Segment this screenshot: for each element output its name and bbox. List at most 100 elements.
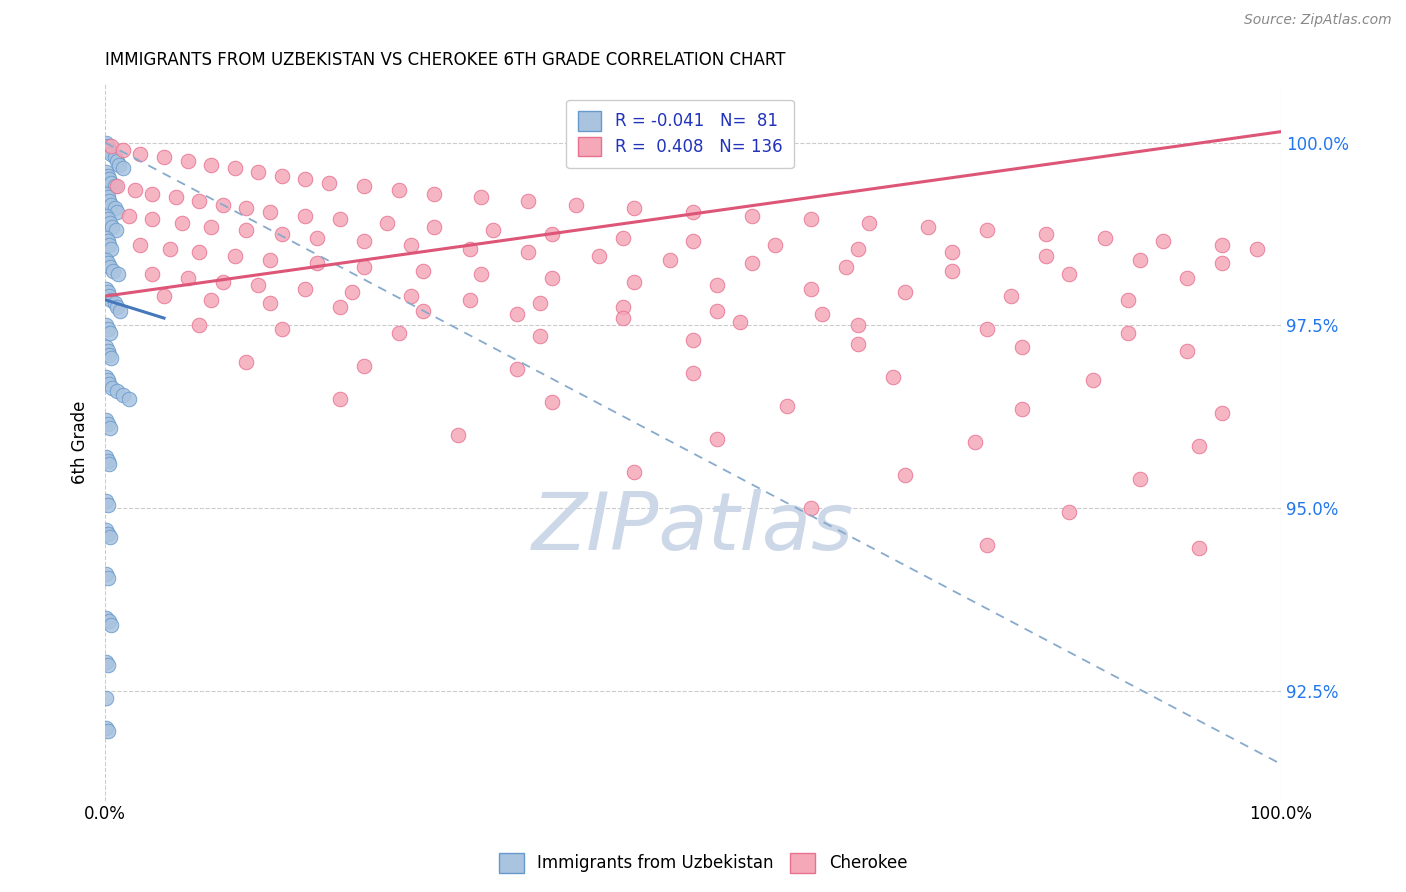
- Point: [612, 230, 634, 244]
- Point: [124, 183, 146, 197]
- Point: [118, 209, 141, 223]
- Point: [682, 235, 704, 249]
- Point: [188, 318, 211, 333]
- Point: [858, 216, 880, 230]
- Point: [118, 392, 141, 406]
- Point: [96, 136, 118, 150]
- Point: [97, 139, 120, 153]
- Point: [318, 176, 340, 190]
- Point: [541, 395, 564, 409]
- Point: [96, 721, 118, 735]
- Point: [706, 278, 728, 293]
- Point: [846, 242, 869, 256]
- Point: [682, 205, 704, 219]
- Point: [111, 388, 134, 402]
- Point: [235, 223, 257, 237]
- Point: [96, 611, 118, 625]
- Point: [623, 465, 645, 479]
- Point: [1188, 439, 1211, 453]
- Point: [658, 252, 681, 267]
- Point: [976, 538, 998, 552]
- Point: [141, 267, 163, 281]
- Point: [111, 161, 134, 176]
- Point: [96, 413, 118, 427]
- Point: [1081, 373, 1104, 387]
- Point: [96, 369, 118, 384]
- Point: [965, 435, 987, 450]
- Point: [1152, 235, 1174, 249]
- Point: [1188, 541, 1211, 556]
- Point: [97, 458, 120, 472]
- Point: [882, 369, 904, 384]
- Point: [1035, 227, 1057, 241]
- Point: [1175, 271, 1198, 285]
- Point: [588, 249, 610, 263]
- Point: [706, 432, 728, 446]
- Point: [129, 146, 152, 161]
- Point: [97, 289, 120, 303]
- Point: [1116, 293, 1139, 307]
- Point: [101, 380, 124, 394]
- Point: [270, 322, 292, 336]
- Y-axis label: 6th Grade: 6th Grade: [72, 401, 89, 484]
- Point: [541, 271, 564, 285]
- Point: [97, 373, 120, 387]
- Point: [612, 300, 634, 314]
- Legend: R = -0.041   N=  81, R =  0.408   N= 136: R = -0.041 N= 81, R = 0.408 N= 136: [567, 100, 794, 168]
- Point: [97, 615, 120, 629]
- Point: [800, 282, 823, 296]
- Point: [200, 157, 222, 171]
- Point: [96, 252, 118, 267]
- Point: [200, 293, 222, 307]
- Point: [294, 282, 316, 296]
- Point: [97, 194, 120, 208]
- Point: [100, 618, 122, 632]
- Text: Source: ZipAtlas.com: Source: ZipAtlas.com: [1244, 13, 1392, 28]
- Text: IMMIGRANTS FROM UZBEKISTAN VS CHEROKEE 6TH GRADE CORRELATION CHART: IMMIGRANTS FROM UZBEKISTAN VS CHEROKEE 6…: [105, 51, 786, 69]
- Point: [976, 322, 998, 336]
- Point: [104, 296, 127, 310]
- Point: [353, 235, 375, 249]
- Point: [294, 209, 316, 223]
- Point: [211, 198, 233, 212]
- Point: [388, 326, 411, 340]
- Point: [482, 223, 505, 237]
- Point: [141, 212, 163, 227]
- Point: [105, 153, 128, 168]
- Point: [458, 242, 481, 256]
- Point: [224, 249, 246, 263]
- Point: [100, 176, 122, 190]
- Point: [98, 216, 121, 230]
- Point: [97, 256, 120, 270]
- Point: [97, 571, 120, 585]
- Point: [97, 343, 120, 358]
- Point: [623, 202, 645, 216]
- Point: [108, 157, 131, 171]
- Point: [96, 165, 118, 179]
- Point: [800, 501, 823, 516]
- Point: [97, 376, 120, 391]
- Point: [353, 359, 375, 373]
- Point: [188, 194, 211, 208]
- Point: [741, 256, 763, 270]
- Point: [506, 362, 529, 376]
- Point: [270, 169, 292, 183]
- Point: [941, 263, 963, 277]
- Point: [97, 417, 120, 431]
- Point: [329, 392, 352, 406]
- Point: [388, 183, 411, 197]
- Point: [423, 219, 446, 234]
- Point: [1211, 256, 1233, 270]
- Point: [104, 150, 127, 164]
- Point: [1035, 249, 1057, 263]
- Point: [399, 238, 422, 252]
- Point: [111, 143, 134, 157]
- Point: [470, 267, 492, 281]
- Point: [447, 428, 470, 442]
- Point: [776, 399, 799, 413]
- Point: [165, 190, 187, 204]
- Point: [259, 296, 281, 310]
- Point: [110, 303, 132, 318]
- Point: [458, 293, 481, 307]
- Point: [517, 245, 540, 260]
